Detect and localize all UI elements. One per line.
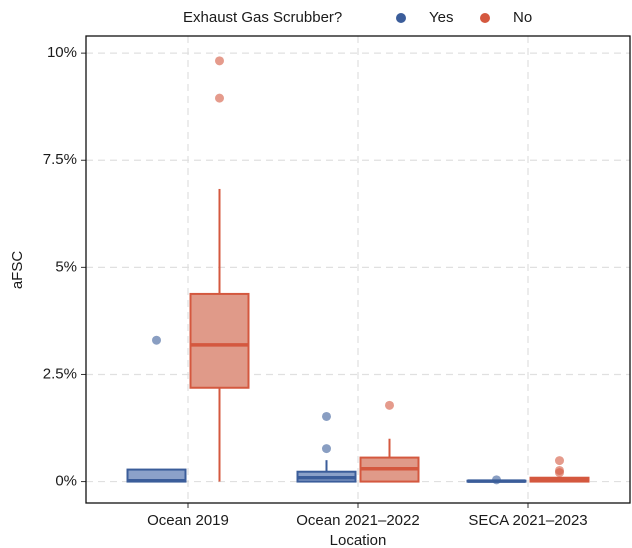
legend-marker <box>396 13 406 23</box>
plot-border <box>85 35 631 504</box>
legend-label: No <box>513 9 532 26</box>
y-axis-label: aFSC <box>9 251 26 290</box>
y-tick-label: 10% <box>47 44 77 61</box>
outlier <box>555 465 564 475</box>
outlier <box>555 456 564 466</box>
x-tick-label: Ocean 2021–2022 <box>296 512 419 529</box>
x-tick-label: SECA 2021–2023 <box>468 512 587 529</box>
y-tick-label: 0% <box>55 473 77 490</box>
y-tick-label: 5% <box>55 258 77 275</box>
outlier <box>215 93 224 103</box>
box <box>189 292 250 389</box>
outlier <box>322 444 331 454</box>
y-tick-label: 7.5% <box>43 151 77 168</box>
legend-marker <box>480 13 490 23</box>
outlier <box>492 475 501 485</box>
outlier <box>215 56 224 66</box>
x-axis-label: Location <box>330 532 387 548</box>
legend-label: Yes <box>429 9 453 26</box>
outlier <box>322 411 331 421</box>
y-tick-label: 2.5% <box>43 365 77 382</box>
outlier <box>152 335 161 345</box>
x-tick-label: Ocean 2019 <box>147 512 229 529</box>
legend-title: Exhaust Gas Scrubber? <box>183 9 342 26</box>
outlier <box>385 400 394 410</box>
